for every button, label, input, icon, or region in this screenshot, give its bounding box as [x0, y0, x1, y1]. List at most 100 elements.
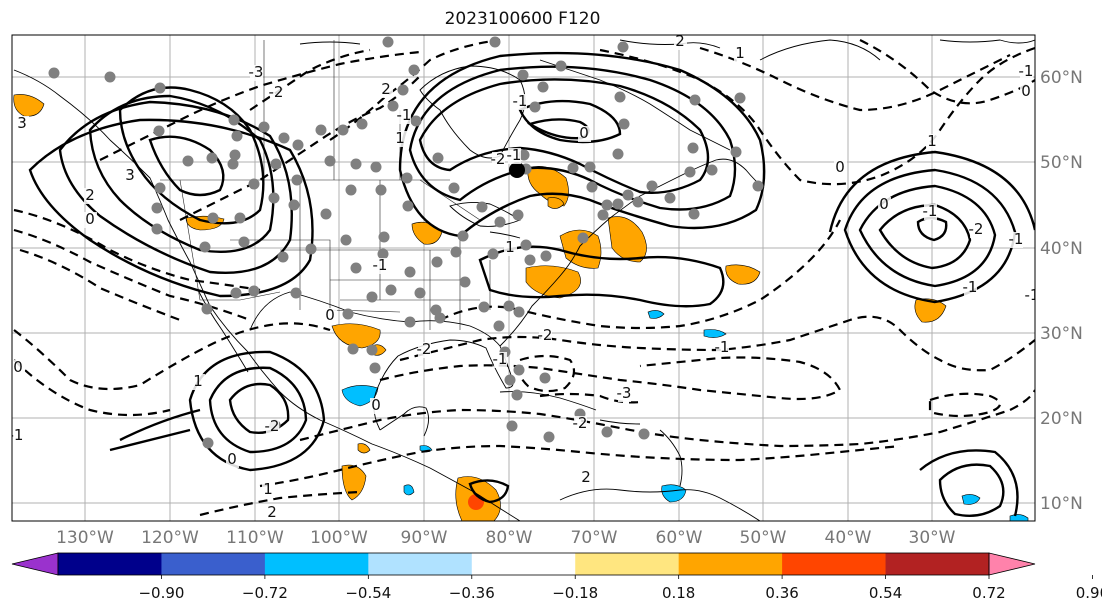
observation-dot [730, 146, 742, 158]
observation-dot [324, 155, 336, 167]
observation-dot [350, 262, 362, 274]
observation-dot [230, 287, 242, 299]
observation-dot [537, 81, 549, 93]
contour-label-bg [192, 374, 205, 390]
observation-dot [450, 246, 462, 258]
observation-dot [337, 124, 349, 136]
map-frame [11, 34, 1036, 522]
lon-tick-label: 80°W [486, 528, 533, 548]
observation-dot [567, 162, 579, 174]
observation-dot [543, 431, 555, 443]
observation-dot [448, 182, 460, 194]
observation-dot [258, 121, 270, 133]
observation-dot [432, 152, 444, 164]
contour-label-bg [398, 108, 411, 124]
observation-dot [290, 287, 302, 299]
contour-label: 3 [17, 114, 27, 132]
contour-label: -1 [1009, 230, 1024, 248]
observation-dot [207, 212, 219, 224]
contour-label-bg [1010, 232, 1023, 248]
observation-dot [513, 364, 525, 376]
observation-dot [154, 82, 166, 94]
contour-label: -1 [373, 256, 388, 274]
observation-dot [577, 232, 589, 244]
longitude-labels: 130°W 120°W 110°W 100°W 90°W 80°W 70°W 60°W 50°W… [56, 528, 956, 548]
observation-dot [687, 142, 699, 154]
observation-dot [228, 114, 240, 126]
contour-label: -1 [397, 106, 412, 124]
contour-label: 2 [581, 468, 591, 486]
colorbar-tick-label: −0.72 [242, 584, 288, 602]
observation-dot [347, 343, 359, 355]
observation-dot [401, 172, 413, 184]
observation-dot [385, 284, 397, 296]
contour-label-bg [270, 85, 283, 101]
observation-dot [520, 239, 532, 251]
observation-dot [366, 291, 378, 303]
contour-label: -2 [538, 326, 553, 344]
observation-dot [227, 158, 239, 170]
colorbar-bin [161, 553, 266, 575]
observation-dot [234, 212, 246, 224]
contour-label-bg [1020, 64, 1033, 80]
lat-tick-label: 60°N [1040, 68, 1083, 88]
lon-tick-label: 100°W [310, 528, 368, 548]
contour-label-bg [924, 204, 937, 220]
contour-label-bg [926, 134, 939, 150]
colorbar-tick-label: 0.72 [972, 584, 1005, 602]
contour-label-bg [716, 340, 729, 356]
contour-label-bg [16, 116, 29, 132]
positive-contours [28, 51, 1035, 517]
observation-dot [622, 189, 634, 201]
contour-label-bg [394, 131, 407, 147]
contour-label: -1 [1019, 62, 1034, 80]
colorbar-bin [575, 553, 680, 575]
lat-tick-label: 20°N [1040, 409, 1083, 429]
observation-dot [632, 196, 644, 208]
observation-dot [504, 374, 516, 386]
contour-label: -1 [923, 202, 938, 220]
contour-label-bg [370, 398, 383, 414]
observation-dot [586, 181, 598, 193]
observation-dot [597, 209, 609, 221]
colorbar-tick-label: 0.36 [765, 584, 798, 602]
observation-dot [387, 100, 399, 112]
colorbar-bin [58, 553, 162, 575]
contour-label: 0 [227, 450, 237, 468]
colorbar-tick-label: 0.90 [1076, 584, 1102, 602]
contour-label-bg [266, 505, 279, 521]
contour-label: 0 [835, 158, 845, 176]
observation-dot [414, 287, 426, 299]
observation-dot [614, 91, 626, 103]
observation-dot [370, 161, 382, 173]
contour-label: 1 [263, 480, 273, 498]
observation-dot [182, 155, 194, 167]
contour-label-bg [494, 352, 507, 368]
observation-dot [369, 362, 381, 374]
observation-dot [434, 312, 446, 324]
colorbar-tick-label: −0.36 [449, 584, 495, 602]
observation-dot [104, 71, 116, 83]
observation-dot [506, 420, 518, 432]
contour-label-bg [324, 308, 337, 324]
black-marker [509, 162, 525, 178]
contour-label-bg [1026, 288, 1035, 304]
lon-tick-label: 110°W [226, 528, 284, 548]
colorbar-tick-label: 0.18 [662, 584, 695, 602]
colorbar-bin [264, 553, 369, 575]
observation-dot [555, 60, 567, 72]
contour-label-bg [12, 360, 25, 376]
observation-dot [408, 64, 420, 76]
contour-label: -1 [513, 92, 528, 110]
contour-label: 0 [1021, 82, 1031, 100]
colorbar-bin [885, 553, 990, 575]
observation-dot [612, 198, 624, 210]
contour-label: -1 [715, 338, 730, 356]
observation-dot [151, 202, 163, 214]
contour-label-bg [12, 428, 23, 444]
observation-dot [689, 94, 701, 106]
contour-label: 1 [505, 238, 515, 256]
colorbar-outline [57, 552, 990, 576]
contour-label: 3 [125, 166, 135, 184]
